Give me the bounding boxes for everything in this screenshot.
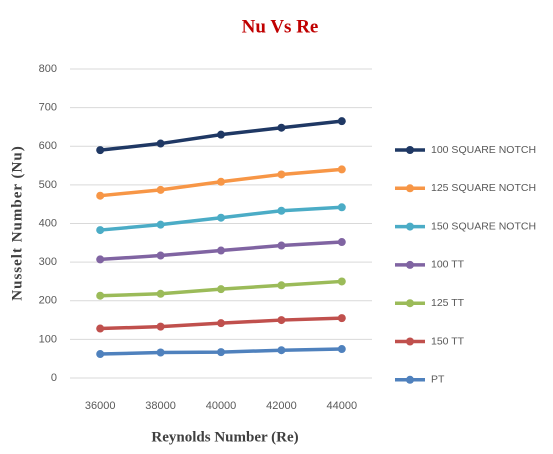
point: [217, 213, 225, 222]
y-tick-label: 0: [51, 372, 57, 384]
point: [217, 246, 225, 255]
point: [96, 350, 105, 359]
x-tick-label: 40000: [206, 400, 237, 412]
point: [337, 238, 346, 247]
point: [337, 314, 346, 323]
legend-label: PT: [431, 374, 445, 386]
point: [337, 277, 346, 286]
legend-label: 100 SQUARE NOTCH: [431, 144, 536, 156]
x-tick-label: 38000: [145, 400, 176, 412]
point: [217, 130, 225, 139]
point: [217, 348, 225, 357]
legend-label: 125 SQUARE NOTCH: [431, 182, 536, 194]
point: [156, 185, 165, 194]
y-tick-label: 800: [39, 63, 57, 75]
point: [96, 191, 105, 200]
point: [337, 345, 346, 354]
point: [277, 206, 286, 215]
legend-marker: [406, 146, 414, 154]
point: [217, 285, 225, 294]
point: [277, 170, 286, 179]
x-tick-label: 44000: [327, 400, 358, 412]
legend-marker: [406, 260, 414, 269]
legend-marker: [406, 222, 414, 231]
legend-marker: [406, 184, 414, 193]
x-tick-label: 42000: [266, 400, 297, 412]
point: [277, 281, 286, 290]
y-tick-label: 200: [39, 295, 57, 307]
point: [217, 319, 225, 328]
legend-marker: [406, 375, 414, 384]
point: [277, 123, 286, 132]
legend-marker: [406, 299, 414, 308]
legend-label: 125 TT: [431, 297, 465, 309]
point: [96, 255, 105, 264]
point: [96, 146, 105, 155]
y-tick-label: 300: [39, 256, 57, 268]
y-tick-label: 400: [39, 217, 57, 229]
point: [277, 316, 286, 325]
y-axis-label: Nusselt Number (Nu): [9, 145, 25, 300]
point: [96, 226, 105, 235]
y-tick-label: 100: [39, 333, 57, 345]
chart-title: Nu Vs Re: [242, 16, 319, 37]
y-tick-label: 600: [39, 140, 57, 152]
point: [96, 324, 105, 333]
point: [156, 139, 165, 148]
point: [337, 117, 346, 126]
legend-label: 150 SQUARE NOTCH: [431, 220, 536, 232]
point: [156, 322, 165, 331]
x-tick-label: 36000: [85, 400, 116, 412]
point: [156, 348, 165, 357]
point: [156, 220, 165, 229]
point: [337, 203, 346, 212]
point: [217, 177, 225, 186]
y-tick-label: 700: [39, 102, 57, 114]
point: [277, 346, 286, 355]
legend-label: 150 TT: [431, 335, 465, 347]
y-tick-label: 500: [39, 179, 57, 191]
legend-marker: [406, 337, 414, 346]
point: [337, 165, 346, 174]
point: [156, 251, 165, 260]
legend-label: 100 TT: [431, 259, 465, 271]
point: [96, 291, 105, 300]
point: [277, 241, 286, 250]
point: [156, 289, 165, 298]
x-axis-label: Reynolds Number (Re): [151, 429, 298, 445]
